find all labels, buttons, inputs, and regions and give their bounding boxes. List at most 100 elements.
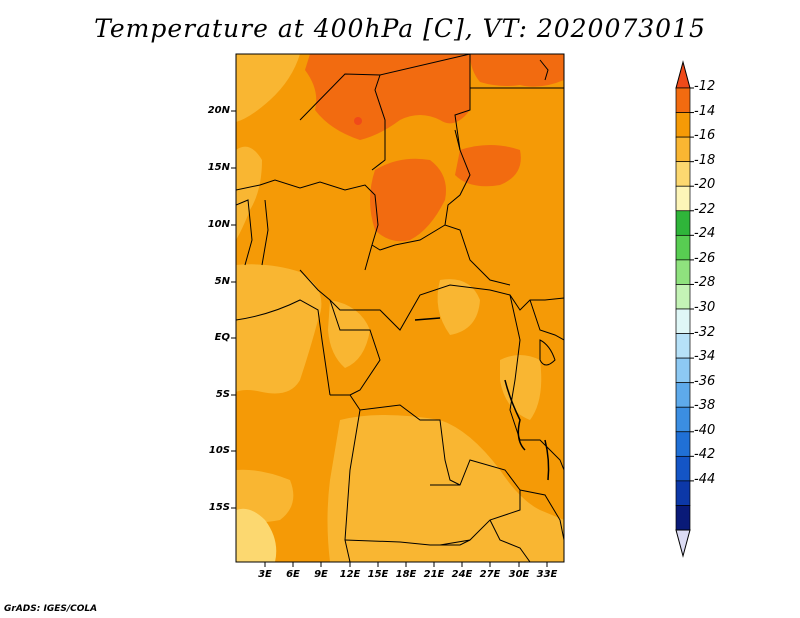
colorbar-bin	[675, 161, 691, 187]
field-cool-gulf	[236, 264, 322, 394]
colorbar-label: -26	[694, 250, 716, 266]
coastline-red-sea	[539, 59, 549, 81]
lat-label-10s: 10S	[208, 445, 230, 456]
colorbar-bin	[675, 455, 691, 482]
colorbar-bin	[675, 259, 691, 285]
border-drc-angola	[330, 394, 461, 486]
coastline-gulf	[236, 299, 331, 396]
border-libya-chad	[379, 54, 471, 151]
field-cool-lakes	[500, 355, 542, 420]
country-borders	[236, 54, 564, 562]
field-cool-south	[327, 415, 564, 562]
colorbar-bin	[675, 357, 691, 384]
map-title: Temperature at 400hPa [C], VT: 202007301…	[94, 14, 706, 43]
lon-label-15e: 15E	[367, 569, 389, 580]
field-warm-ne	[470, 54, 564, 87]
lon-label-12e: 12E	[339, 569, 361, 580]
colorbar-label: -14	[694, 103, 716, 119]
field-warm-north	[305, 54, 470, 140]
lat-label-eq: EQ	[214, 332, 230, 343]
border-zimbabwe	[489, 519, 531, 562]
border-angola-west	[344, 409, 361, 562]
colorbar-label: -36	[694, 373, 716, 389]
lat-label-5s: 5S	[215, 389, 230, 400]
colorbar-bin	[675, 185, 691, 212]
border-togo	[261, 199, 269, 266]
border-chad-sudan	[444, 129, 471, 226]
lat-label-5n: 5N	[214, 276, 230, 287]
colorbar-bin	[675, 87, 691, 113]
field-cool-nw	[236, 54, 300, 122]
border-mozambique	[519, 489, 564, 541]
field-cool-west	[236, 146, 262, 240]
border-gabon	[329, 299, 381, 396]
colorbar-label: -44	[694, 471, 716, 487]
field-warm-peak	[354, 117, 362, 125]
lake-tanganyika	[504, 379, 526, 451]
temperature-field	[236, 54, 564, 562]
colorbar-bin	[675, 431, 691, 457]
border-uganda	[529, 299, 564, 341]
lon-label-30e: 30E	[508, 569, 530, 580]
lat-label-10n: 10N	[207, 219, 230, 230]
field-cool-congo	[437, 279, 480, 335]
lon-label-3e: 3E	[258, 569, 272, 580]
colorbar-label: -24	[694, 226, 716, 242]
colorbar-label: -16	[694, 128, 716, 144]
lon-label-18e: 18E	[395, 569, 417, 580]
border-niger-algeria	[299, 73, 386, 171]
colorbar-bin	[675, 210, 691, 236]
field-cool-sw1	[236, 469, 294, 523]
colorbar-label: -18	[694, 152, 716, 168]
colorbar	[675, 60, 694, 558]
lon-label-21e: 21E	[423, 569, 445, 580]
border-congo-north	[299, 269, 564, 331]
lon-tick-marks	[264, 562, 548, 567]
colorbar-label: -28	[694, 275, 716, 291]
colorbar-bin	[675, 136, 691, 163]
colorbar-bin	[675, 505, 691, 531]
colorbar-bin	[675, 308, 691, 334]
lat-label-15n: 15N	[207, 162, 230, 173]
colorbar-label: -20	[694, 177, 716, 193]
field-warm-chad	[370, 158, 446, 242]
colorbar-bottom-triangle	[675, 529, 691, 558]
field-cool-gabon	[328, 300, 370, 368]
border-niger-nigeria	[236, 179, 379, 271]
colorbar-label: -32	[694, 324, 716, 340]
lake-malawi	[544, 439, 550, 481]
border-namibia	[344, 539, 471, 546]
grads-credit: GrADS: IGES/COLA	[4, 604, 98, 614]
map-frame	[235, 53, 565, 563]
lat-label-15s: 15S	[208, 502, 230, 513]
colorbar-bin	[675, 333, 691, 359]
colorbar-label: -42	[694, 447, 716, 463]
colorbar-bin	[675, 112, 691, 138]
colorbar-bin	[675, 382, 691, 408]
river-congo	[414, 317, 441, 321]
colorbar-bin	[675, 480, 691, 506]
field-warm-sudan	[455, 145, 521, 187]
colorbar-label: -30	[694, 300, 716, 315]
colorbar-label: -40	[694, 422, 716, 438]
field-cold-sw	[236, 508, 277, 562]
colorbar-label: -12	[694, 79, 716, 94]
lat-tick-marks	[231, 110, 236, 509]
lon-label-9e: 9E	[314, 569, 328, 580]
colorbar-label: -22	[694, 201, 716, 217]
lon-label-33e: 33E	[536, 569, 558, 580]
colorbar-bin	[675, 284, 691, 310]
lon-label-24e: 24E	[451, 569, 473, 580]
lake-victoria	[539, 339, 556, 366]
colorbar-label: -38	[694, 398, 716, 414]
border-benin	[236, 199, 253, 266]
colorbar-top-triangle	[675, 60, 691, 89]
lon-label-27e: 27E	[479, 569, 501, 580]
border-east-drc	[509, 294, 564, 471]
colorbar-bin	[675, 234, 691, 261]
lon-label-6e: 6E	[286, 569, 300, 580]
colorbar-label: -34	[694, 349, 716, 365]
lat-label-20n: 20N	[207, 105, 230, 116]
colorbar-bin	[675, 406, 691, 433]
